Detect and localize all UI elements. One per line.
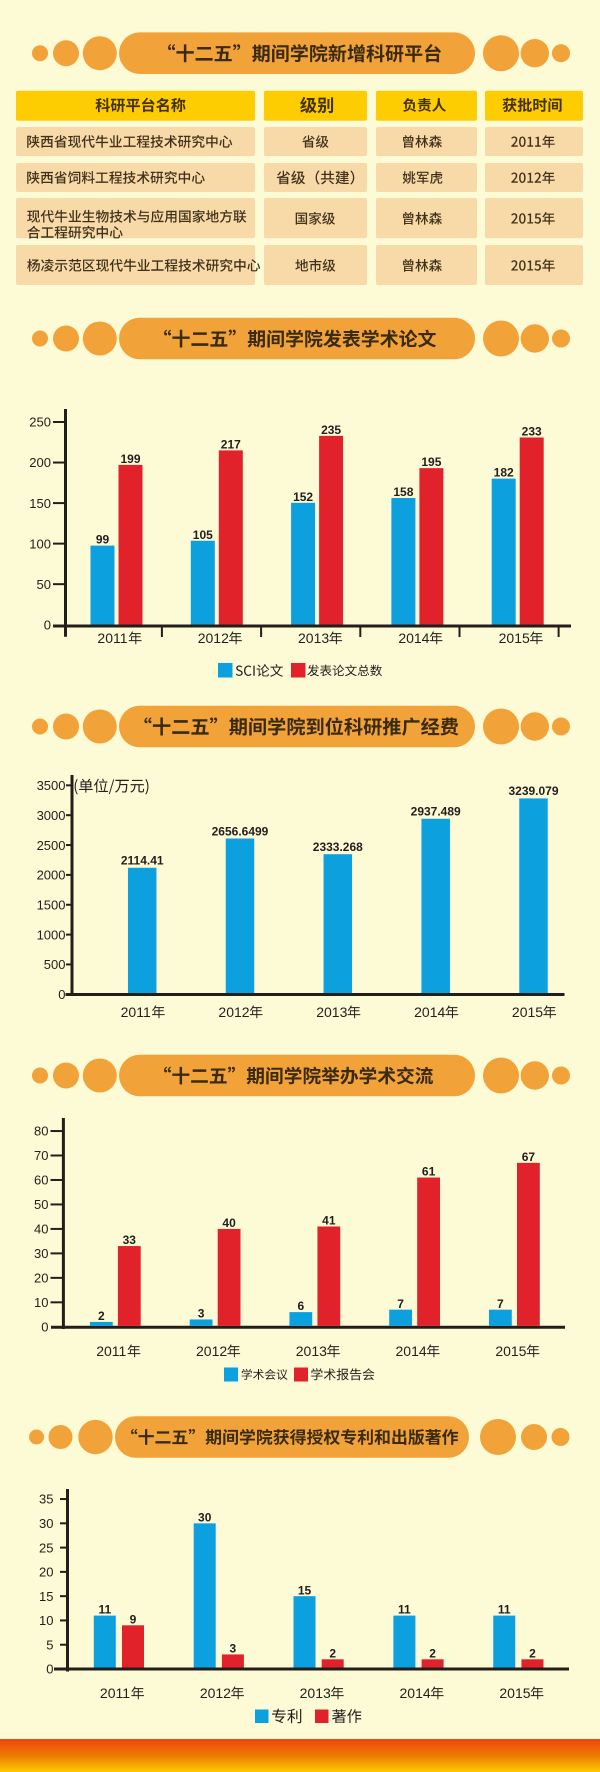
svg-text:2500: 2500 (37, 838, 66, 853)
svg-text:2000: 2000 (37, 868, 66, 883)
svg-text:182: 182 (494, 466, 514, 480)
svg-text:80: 80 (34, 1124, 48, 1139)
svg-text:2015: 2015 (499, 630, 530, 646)
svg-text:2013: 2013 (316, 1004, 347, 1020)
svg-text:2: 2 (329, 1646, 336, 1660)
svg-text:3239.079: 3239.079 (508, 784, 558, 798)
svg-text:195: 195 (421, 455, 441, 469)
svg-text:0: 0 (41, 1320, 48, 1335)
svg-text:25: 25 (39, 1540, 53, 1555)
svg-text:158: 158 (393, 485, 413, 499)
svg-text:0: 0 (44, 617, 51, 632)
svg-text:2015: 2015 (512, 1004, 543, 1020)
svg-text:2011: 2011 (97, 630, 127, 646)
svg-text:15: 15 (39, 1589, 53, 1604)
svg-text:33: 33 (123, 1233, 137, 1247)
svg-text:152: 152 (293, 490, 313, 504)
svg-text:15: 15 (298, 1583, 312, 1597)
svg-text:40: 40 (34, 1222, 48, 1237)
svg-text:2015: 2015 (499, 1685, 530, 1701)
svg-text:200: 200 (29, 455, 51, 470)
svg-text:30: 30 (39, 1516, 53, 1531)
svg-text:30: 30 (198, 1510, 212, 1524)
svg-text:1000: 1000 (37, 927, 66, 942)
svg-text:9: 9 (130, 1612, 137, 1626)
svg-text:3000: 3000 (37, 808, 66, 823)
svg-text:60: 60 (34, 1173, 48, 1188)
svg-text:199: 199 (120, 452, 140, 466)
svg-text:61: 61 (422, 1165, 436, 1179)
svg-text:250: 250 (29, 415, 51, 430)
svg-text:0: 0 (58, 987, 65, 1002)
svg-text:11: 11 (98, 1603, 111, 1617)
svg-text:2012: 2012 (196, 1343, 227, 1359)
svg-text:5: 5 (46, 1637, 53, 1652)
svg-text:150: 150 (29, 496, 51, 511)
svg-text:2014: 2014 (396, 1343, 427, 1359)
svg-text:50: 50 (34, 1197, 48, 1212)
svg-text:40: 40 (222, 1216, 236, 1230)
svg-text:2: 2 (529, 1646, 536, 1660)
svg-text:11: 11 (498, 1603, 511, 1617)
svg-text:20: 20 (39, 1565, 53, 1580)
svg-text:6: 6 (298, 1299, 305, 1313)
svg-text:30: 30 (34, 1246, 48, 1261)
svg-text:3: 3 (230, 1642, 237, 1656)
svg-text:99: 99 (96, 533, 110, 547)
svg-text:2013: 2013 (300, 1685, 331, 1701)
svg-text:235: 235 (321, 423, 341, 437)
svg-text:2656.6499: 2656.6499 (212, 824, 269, 838)
svg-text:2011: 2011 (96, 1343, 126, 1359)
svg-text:105: 105 (193, 528, 213, 542)
svg-text:0: 0 (46, 1662, 53, 1677)
svg-text:2014: 2014 (414, 1004, 445, 1020)
svg-text:3500: 3500 (37, 778, 66, 793)
svg-text:41: 41 (322, 1214, 336, 1228)
svg-text:2: 2 (429, 1646, 436, 1660)
svg-text:2013: 2013 (296, 1343, 327, 1359)
svg-text:50: 50 (37, 577, 51, 592)
svg-text:2012: 2012 (200, 1685, 231, 1701)
svg-text:10: 10 (34, 1295, 48, 1310)
svg-text:2011: 2011 (100, 1685, 130, 1701)
svg-text:2012: 2012 (218, 1004, 249, 1020)
svg-text:2013: 2013 (298, 630, 329, 646)
svg-text:20: 20 (34, 1271, 48, 1286)
svg-text:2015: 2015 (495, 1343, 526, 1359)
svg-text:70: 70 (34, 1148, 48, 1163)
svg-text:2014: 2014 (400, 1685, 431, 1701)
svg-text:7: 7 (397, 1297, 404, 1311)
svg-text:2333.268: 2333.268 (313, 840, 363, 854)
svg-text:2937.489: 2937.489 (411, 805, 461, 819)
svg-text:233: 233 (522, 425, 542, 439)
svg-text:100: 100 (29, 536, 51, 551)
svg-text:2: 2 (98, 1309, 105, 1323)
svg-text:2011: 2011 (121, 1004, 151, 1020)
svg-text:217: 217 (221, 437, 241, 451)
svg-text:2012: 2012 (198, 630, 229, 646)
svg-text:2014: 2014 (398, 630, 429, 646)
svg-text:10: 10 (39, 1613, 53, 1628)
svg-text:35: 35 (39, 1492, 53, 1507)
svg-text:67: 67 (522, 1150, 536, 1164)
svg-text:11: 11 (398, 1603, 411, 1617)
svg-text:7: 7 (497, 1297, 504, 1311)
svg-text:3: 3 (198, 1307, 205, 1321)
svg-text:500: 500 (44, 957, 66, 972)
svg-text:2114.41: 2114.41 (121, 854, 164, 868)
svg-text:1500: 1500 (37, 897, 66, 912)
